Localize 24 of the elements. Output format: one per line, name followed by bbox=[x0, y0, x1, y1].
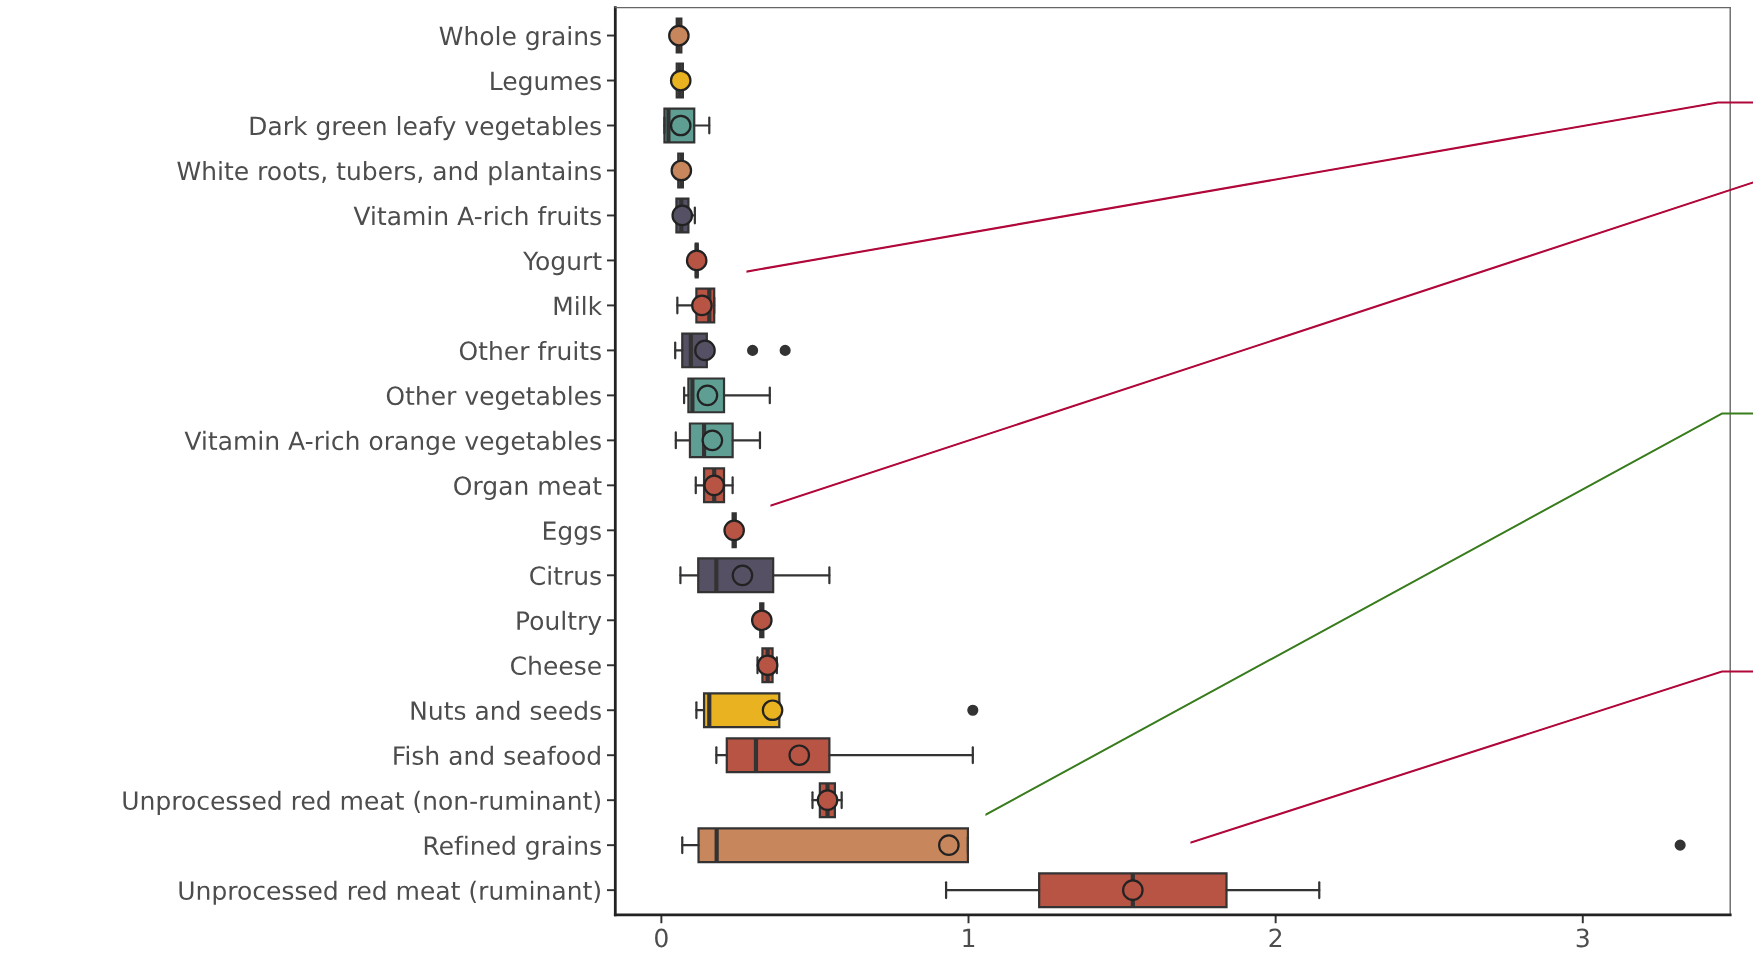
y-tick-label: Fish and seafood bbox=[394, 745, 600, 766]
y-tick-label: Vitamin A-rich fruits bbox=[353, 205, 601, 226]
y-tick-label: Legumes bbox=[491, 71, 601, 96]
y-tick-label: Other fruits bbox=[459, 340, 601, 361]
y-tick-label: White roots, tubers, and plantains bbox=[177, 160, 601, 186]
y-tick-label: Dark green leafy vegetables bbox=[250, 116, 601, 141]
x-tick-label: 3 bbox=[1576, 928, 1589, 948]
y-tick-label: Eggs bbox=[544, 521, 601, 546]
y-tick-label: Milk bbox=[554, 295, 603, 315]
y-tick-label: Refined grains bbox=[424, 835, 601, 860]
y-tick-label: Other vegetables bbox=[386, 385, 601, 411]
y-tick-label: Citrus bbox=[530, 565, 601, 586]
y-tick-label: Unprocessed red meat (ruminant) bbox=[179, 880, 600, 905]
y-tick-label: Whole grains bbox=[439, 26, 601, 51]
x-tick-label: 0 bbox=[655, 928, 668, 948]
y-tick-label: Nuts and seeds bbox=[411, 700, 601, 721]
x-tick-label: 2 bbox=[1269, 928, 1282, 948]
y-tick-label: Yogurt bbox=[523, 251, 602, 276]
y-tick-label: Vitamin A-rich orange vegetables bbox=[184, 430, 601, 456]
y-tick-label: Poultry bbox=[517, 610, 602, 635]
y-tick-label: Organ meat bbox=[454, 476, 602, 501]
x-tick-label: 1 bbox=[963, 928, 975, 948]
y-tick-label: Cheese bbox=[511, 655, 601, 676]
y-tick-label: Unprocessed red meat (non-ruminant) bbox=[123, 790, 600, 815]
